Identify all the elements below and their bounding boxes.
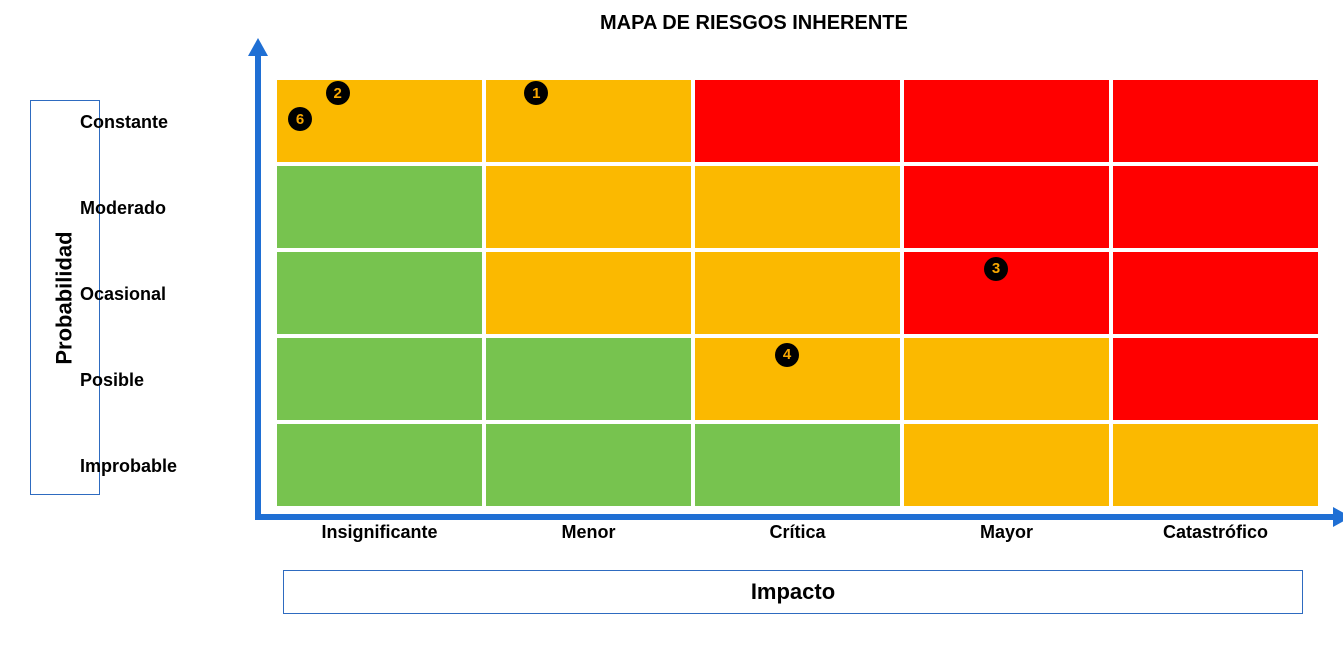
matrix-cell bbox=[693, 78, 902, 164]
y-axis-arrow-icon bbox=[248, 38, 268, 56]
chart-title: MAPA DE RIESGOS INHERENTE bbox=[600, 12, 908, 35]
y-tick-label: Improbable bbox=[80, 456, 250, 477]
matrix-cell bbox=[484, 250, 693, 336]
y-axis-line bbox=[255, 50, 261, 520]
matrix-cell bbox=[1111, 422, 1320, 508]
matrix-cell bbox=[484, 78, 693, 164]
x-tick-label: Mayor bbox=[902, 522, 1111, 543]
matrix-cell bbox=[902, 336, 1111, 422]
matrix-cell bbox=[275, 164, 484, 250]
x-tick-label: Crítica bbox=[693, 522, 902, 543]
matrix-cell bbox=[902, 164, 1111, 250]
matrix-cell bbox=[275, 422, 484, 508]
matrix-cell bbox=[275, 250, 484, 336]
matrix-cell bbox=[693, 422, 902, 508]
matrix-cell bbox=[484, 422, 693, 508]
y-tick-label: Constante bbox=[80, 112, 250, 133]
matrix-cell bbox=[484, 336, 693, 422]
matrix-cell bbox=[902, 78, 1111, 164]
matrix-cell bbox=[1111, 336, 1320, 422]
matrix-cell bbox=[1111, 164, 1320, 250]
risk-marker: 2 bbox=[326, 81, 350, 105]
x-axis-line bbox=[255, 514, 1333, 520]
matrix-cell bbox=[693, 164, 902, 250]
x-axis-title: Impacto bbox=[751, 579, 835, 605]
risk-marker: 3 bbox=[984, 257, 1008, 281]
matrix-cell bbox=[275, 336, 484, 422]
matrix-cell bbox=[902, 422, 1111, 508]
matrix-cell bbox=[1111, 78, 1320, 164]
x-tick-label: Menor bbox=[484, 522, 693, 543]
risk-matrix: 26134 bbox=[275, 78, 1320, 508]
y-axis-title: Probabilidad bbox=[52, 231, 78, 364]
matrix-cell bbox=[1111, 250, 1320, 336]
x-axis-arrow-icon bbox=[1333, 507, 1343, 527]
y-tick-label: Posible bbox=[80, 370, 250, 391]
x-tick-label: Insignificante bbox=[275, 522, 484, 543]
x-tick-label: Catastrófico bbox=[1111, 522, 1320, 543]
matrix-cell bbox=[484, 164, 693, 250]
matrix-cell bbox=[693, 250, 902, 336]
x-axis-title-box: Impacto bbox=[283, 570, 1303, 614]
y-tick-label: Moderado bbox=[80, 198, 250, 219]
y-tick-label: Ocasional bbox=[80, 284, 250, 305]
risk-marker: 4 bbox=[775, 343, 799, 367]
